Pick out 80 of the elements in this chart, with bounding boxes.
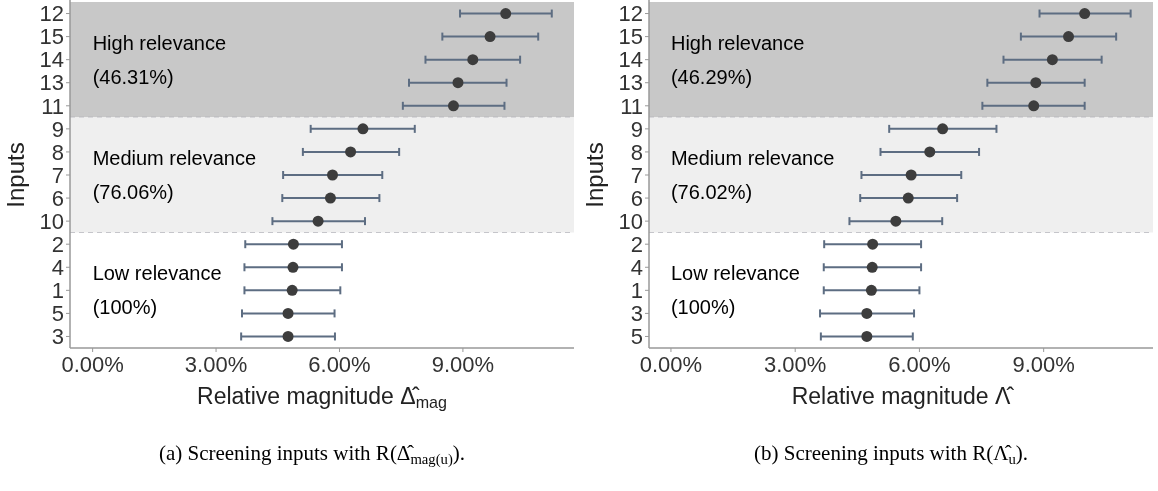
- point: [861, 330, 873, 342]
- y-tick-label: 9: [51, 116, 64, 142]
- band-label: Medium relevance (76.02%): [670, 147, 835, 203]
- band-label: High relevance (46.29%): [670, 31, 805, 88]
- point: [287, 238, 299, 250]
- point: [905, 169, 917, 181]
- point: [326, 169, 338, 181]
- x-tick-label: 0.00%: [639, 352, 703, 377]
- point: [902, 192, 914, 204]
- x-axis-title: Relative magnitude Λ̂: [791, 383, 1015, 409]
- y-tick-label: 4: [630, 254, 643, 280]
- y-tick-label: 13: [618, 70, 643, 96]
- point: [866, 261, 878, 273]
- y-tick-label: 7: [630, 162, 643, 188]
- point: [312, 215, 324, 227]
- y-tick-label: 7: [51, 162, 64, 188]
- text: (b) Screening inputs with R(Λ̂$_{u}$).: [754, 441, 1028, 467]
- point: [1063, 31, 1075, 43]
- point: [282, 307, 294, 319]
- point: [484, 31, 496, 43]
- y-tick-label: 11: [41, 93, 64, 119]
- y-tick-label: 8: [51, 139, 64, 165]
- point: [890, 215, 902, 227]
- point: [1030, 77, 1042, 89]
- point: [861, 307, 873, 319]
- band-label: High relevance (46.31%): [92, 31, 227, 88]
- y-tick-label: 4: [51, 254, 64, 280]
- point: [867, 238, 879, 250]
- y-tick-label: 10: [618, 208, 643, 234]
- point: [1046, 54, 1058, 66]
- y-tick-label: 3: [51, 324, 64, 350]
- x-tick-label: 6.00%: [308, 352, 371, 377]
- point: [447, 100, 459, 112]
- y-tick-label: 14: [618, 47, 643, 73]
- y-tick-label: 15: [39, 24, 64, 50]
- x-tick-label: 6.00%: [888, 352, 951, 377]
- point: [500, 8, 512, 20]
- band-label: Low relevance (100%): [670, 262, 800, 319]
- text: (a) Screening inputs with R(Δ̂$_{mag(u)}$).: [158, 441, 466, 468]
- y-tick-label: 1: [51, 278, 64, 304]
- point: [1079, 8, 1091, 20]
- y-tick-label: 5: [630, 324, 643, 350]
- band-label: Medium relevance (76.06%): [92, 147, 257, 203]
- y-tick-label: 12: [39, 1, 64, 27]
- point: [286, 284, 298, 296]
- point: [467, 54, 479, 66]
- y-tick-label: 1: [630, 278, 643, 304]
- y-tick-label: 14: [39, 47, 64, 73]
- y-tick-label: 5: [51, 301, 64, 327]
- y-tick-label: 15: [618, 24, 643, 50]
- x-axis-title: Relative magnitude Δ̂$_{mag}$: [197, 383, 447, 411]
- y-tick-label: 3: [630, 301, 643, 327]
- x-tick-label: 9.00%: [431, 352, 495, 377]
- point: [287, 261, 299, 273]
- point: [1028, 100, 1040, 112]
- y-tick-label: 6: [51, 185, 64, 211]
- y-tick-label: 11: [620, 93, 643, 119]
- y-tick-label: 8: [630, 139, 643, 165]
- point: [282, 330, 294, 342]
- x-tick-label: 9.00%: [1012, 352, 1075, 377]
- x-tick-label: 3.00%: [184, 352, 248, 377]
- y-tick-label: 12: [618, 1, 643, 27]
- point: [924, 146, 936, 158]
- y-tick-label: 10: [39, 208, 64, 234]
- x-tick-label: 0.00%: [61, 352, 124, 377]
- y-tick-label: 13: [39, 70, 64, 96]
- y-tick-label: 6: [630, 185, 643, 211]
- y-axis-title: Inputs: [2, 142, 29, 208]
- point: [865, 284, 877, 296]
- point: [324, 192, 336, 204]
- y-axis-title: Inputs: [581, 142, 608, 208]
- y-tick-label: 9: [630, 116, 643, 142]
- point: [937, 123, 949, 135]
- point: [345, 146, 357, 158]
- y-tick-label: 2: [630, 231, 643, 257]
- x-tick-label: 3.00%: [763, 352, 827, 377]
- band-label: Low relevance (100%): [92, 262, 222, 319]
- point: [357, 123, 369, 135]
- y-tick-label: 2: [51, 231, 64, 257]
- point: [452, 77, 464, 89]
